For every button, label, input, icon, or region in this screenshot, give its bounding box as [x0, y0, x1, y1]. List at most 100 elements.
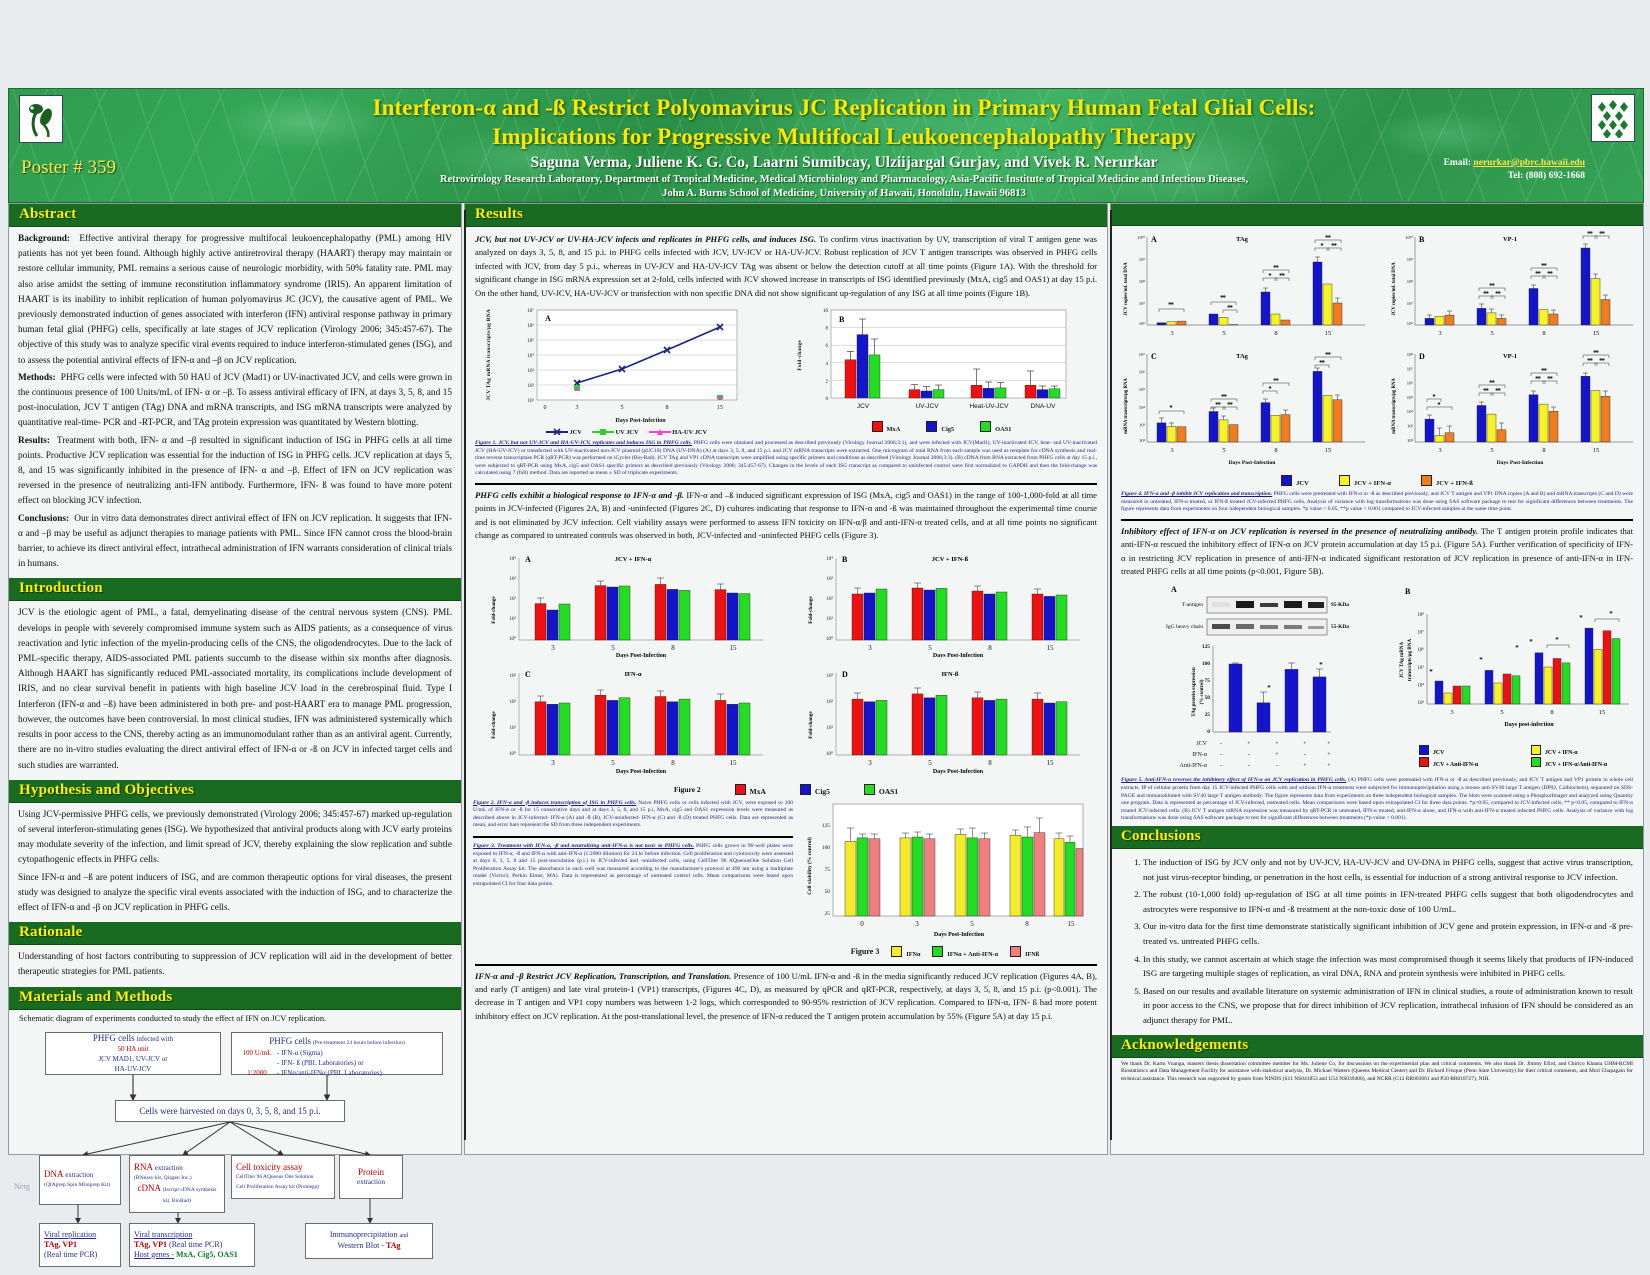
- email-link[interactable]: nerurkar@pbrc.hawaii.edu: [1473, 158, 1585, 168]
- figure-4-caption: Figure 4. IFN-α and -β inhibit JCV repli…: [1111, 491, 1643, 514]
- svg-text:**: **: [1216, 403, 1222, 408]
- figure-5-panels: A T-antigen 95-KDa IgG heavy chain: [1111, 580, 1643, 775]
- svg-text:-: -: [1276, 763, 1278, 769]
- svg-text:D: D: [1419, 352, 1425, 361]
- svg-text:10⁰: 10⁰: [508, 751, 515, 757]
- svg-text:D: D: [842, 670, 848, 679]
- svg-text:+: +: [1327, 741, 1331, 747]
- flow-dose-2000: 1:2000: [247, 1068, 267, 1077]
- hypothesis-paragraph-1: Using JCV-permissive PHFG cells, we prev…: [18, 809, 452, 866]
- introduction-text: JCV is the etiologic agent of PML, a fat…: [18, 608, 452, 771]
- svg-text:10⁷: 10⁷: [1139, 301, 1146, 306]
- flow-box-cell-toxicity: Cell toxicity assay CellTiter 96 AQueous…: [231, 1154, 335, 1199]
- svg-text:**: **: [1221, 296, 1227, 301]
- flow-tox-l2: Cell Proliferation Assay kit (Promega): [236, 1183, 319, 1190]
- conclusion-item: In this study, we cannot ascertain at wh…: [1143, 952, 1633, 981]
- svg-text:10³: 10³: [527, 368, 534, 374]
- results-p2-lead: PHFG cells exhibit a biological response…: [475, 490, 684, 500]
- flow-anti-ifn: - IFNα/anti-IFNα (PBL Laboratories): [277, 1068, 382, 1077]
- svg-text:10²: 10²: [1407, 438, 1414, 443]
- svg-text:0: 0: [543, 405, 546, 411]
- svg-text:Heat-UV-JCV: Heat-UV-JCV: [969, 403, 1009, 410]
- svg-text:10²: 10²: [509, 596, 516, 602]
- conclusion-item: The robust (10-1,000 fold) up-regulation…: [1143, 887, 1633, 916]
- results-paragraph-2: PHFG cells exhibit a biological response…: [465, 489, 1107, 546]
- svg-text:Fold-change: Fold-change: [808, 710, 814, 738]
- svg-text:Days Post-Infection: Days Post-Infection: [615, 653, 666, 658]
- svg-text:10⁶: 10⁶: [1407, 321, 1414, 326]
- svg-text:5: 5: [1490, 447, 1493, 454]
- figure-1a-chart: JCV TAg mRNA transcripts/µg RNA 10⁷ 10⁶: [486, 305, 768, 436]
- rationale-text: Understanding of host factors contributi…: [18, 952, 452, 978]
- figure-3-legend: Figure 3 IFNα IFNα + Anti-IFN-α IFNß: [799, 945, 1091, 958]
- svg-text:10⁸: 10⁸: [1407, 279, 1414, 284]
- svg-text:3: 3: [1170, 330, 1173, 337]
- svg-text:10²: 10²: [527, 383, 534, 389]
- flow-pretreat-title: PHFG cells: [269, 1035, 312, 1046]
- svg-text:*: *: [1479, 656, 1483, 664]
- flow-box-harvest: Cells were harvested on days 0, 3, 5, 8,…: [115, 1099, 345, 1122]
- svg-text:-: -: [1220, 752, 1222, 758]
- svg-text:10¹⁰: 10¹⁰: [1405, 235, 1413, 240]
- fig2-legend-mxa: MxA: [734, 783, 766, 796]
- fig5-anti-swatch-icon: [1419, 757, 1429, 768]
- column-divider-2: [1110, 210, 1112, 1140]
- results-p4-lead: Inhibitory effect of IFN-α on JCV replic…: [1121, 525, 1478, 536]
- svg-text:3: 3: [551, 759, 555, 767]
- svg-text:Days Post-Infection: Days Post-Infection: [934, 932, 985, 938]
- section-header-conclusions: Conclusions: [1111, 825, 1643, 849]
- svg-text:*: *: [1609, 610, 1613, 618]
- svg-text:**: **: [1536, 272, 1542, 277]
- poster-number: Poster # 359: [21, 157, 116, 178]
- svg-text:10⁸: 10⁸: [1417, 612, 1424, 618]
- oas1-swatch-icon: [980, 421, 992, 433]
- flow-dna-sub: extraction: [65, 1171, 94, 1180]
- svg-text:DNA-UV: DNA-UV: [1030, 403, 1056, 410]
- results-p4-text: The T antigen protein profile indicates …: [1121, 525, 1633, 576]
- svg-text:10³: 10³: [509, 673, 516, 679]
- svg-text:15: 15: [729, 644, 737, 652]
- figure-3-chart: 125 100 75 50 25: [799, 800, 1091, 958]
- svg-text:JCV TAg mRNA: JCV TAg mRNA: [1400, 642, 1405, 679]
- svg-text:Fold-change: Fold-change: [491, 595, 497, 623]
- results-p2-text: IFN-α and –ß induced significant express…: [475, 490, 1097, 541]
- methods-flowchart: PHFG cells infected with 50 HA unit JCV …: [15, 1027, 455, 1275]
- acknowledgements-text: We thank Dr. Kartu Vuanga, masters thesi…: [1121, 1060, 1633, 1082]
- flow-tox-title: Cell toxicity assay: [236, 1161, 303, 1172]
- svg-text:+: +: [1247, 741, 1251, 747]
- fig5-both-swatch-icon: [1531, 757, 1541, 768]
- svg-text:-: -: [1248, 763, 1250, 769]
- fig1-caption-text: PHFG cells were obtained and processed a…: [475, 440, 1097, 477]
- flow-protein-title: Protein: [358, 1166, 384, 1177]
- fig5-caption-title: Figure 5. Anti-IFN-α reverses the inhibi…: [1121, 777, 1347, 784]
- svg-text:C: C: [1151, 352, 1157, 361]
- svg-text:10¹: 10¹: [509, 616, 516, 622]
- abstract-conclusions-label: Conclusions:: [18, 513, 70, 524]
- conclusion-item: Our in-vitro data for the first time dem…: [1143, 919, 1633, 948]
- svg-text:15: 15: [1068, 920, 1076, 928]
- svg-text:*: *: [1321, 244, 1324, 249]
- poster-header: Poster # 359 Interferon-α and -ß Restric…: [8, 88, 1644, 203]
- svg-text:VP-1: VP-1: [1503, 236, 1517, 243]
- svg-text:**: **: [1490, 381, 1496, 386]
- svg-text:**: **: [1228, 403, 1234, 408]
- svg-text:10⁷: 10⁷: [1139, 352, 1146, 357]
- flow-jcv-strains: JCV MAD1, UV-JCV or: [98, 1054, 168, 1063]
- figure-2-legend: Figure 2 MxA Cig5 OAS1: [465, 783, 1107, 796]
- svg-text:**: **: [1326, 353, 1332, 358]
- fig1b-y-axis-label: Fold-change: [796, 339, 803, 371]
- section-header-abstract: Abstract: [9, 204, 461, 227]
- figure-1-caption: Figure 1. JCV, but not UV-JCV and HA-UV-…: [465, 440, 1107, 478]
- svg-text:10³: 10³: [1407, 424, 1414, 429]
- svg-text:mRNA transcripts/µg RNA: mRNA transcripts/µg RNA: [1124, 378, 1129, 434]
- svg-text:**: **: [1496, 389, 1502, 394]
- svg-text:8: 8: [825, 327, 828, 332]
- svg-text:5: 5: [611, 644, 615, 652]
- figure-1-panels: JCV TAg mRNA transcripts/µg RNA 10⁷ 10⁶: [465, 303, 1107, 436]
- fig3-legend-ifna-anti: IFNα + Anti-IFN-α: [932, 945, 998, 958]
- flow-vrep-genes: TAg, VP1: [44, 1239, 78, 1249]
- svg-text:8: 8: [1274, 330, 1277, 337]
- svg-text:25: 25: [825, 911, 831, 917]
- fig5-legend-jcv: JCV: [1419, 745, 1525, 756]
